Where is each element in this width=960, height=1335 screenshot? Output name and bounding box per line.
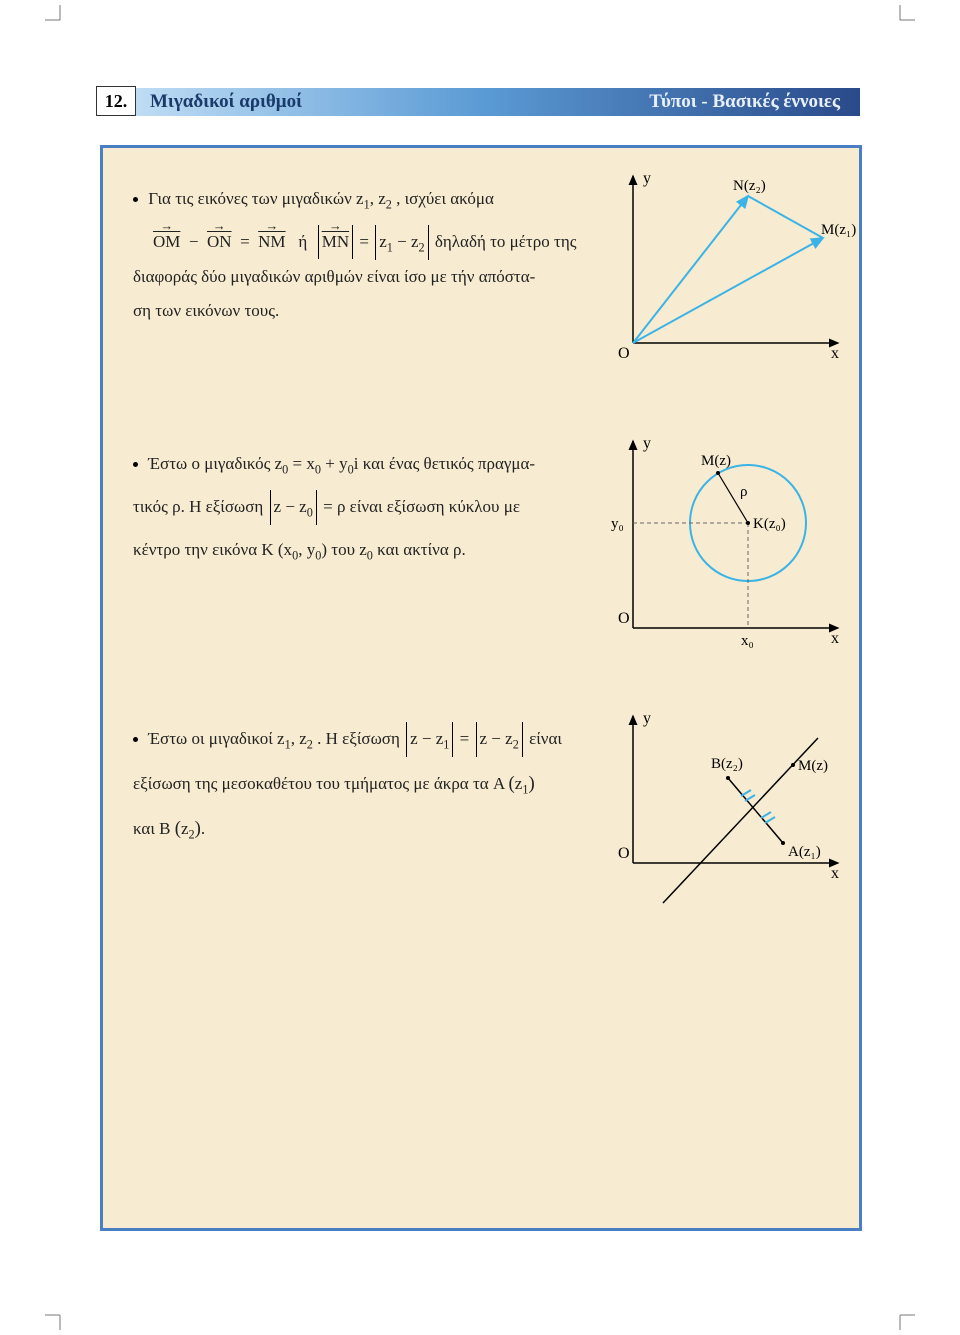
s1-tail: δηλαδή το μέτρο της (435, 232, 577, 251)
s3-zz1: z − z (410, 729, 443, 748)
s2-comma: , y (298, 540, 315, 559)
d2-x-label: x (831, 630, 839, 647)
content-box: Για τις εικόνες των μιγαδικών z1, z2 , ι… (100, 145, 862, 1231)
section-3: Έστω οι μιγαδικοί z1, z2 . Η εξίσωση z −… (103, 688, 859, 928)
s1-z2: − z (393, 232, 419, 251)
page-number: 12. (96, 86, 136, 116)
d2-m-label: M(z) (701, 453, 731, 469)
d3-o-label: O (618, 845, 630, 862)
d3-x-label: x (831, 865, 839, 882)
header-title-right: Τύποι - Βασικές έννοιες (649, 91, 840, 113)
d2-x0-label: x₀ (741, 633, 754, 649)
d1-o-label: O (618, 345, 630, 362)
d3-b-label: B(z₂) (711, 756, 743, 772)
s2-intro: Έστω ο μιγαδικός z (148, 454, 282, 473)
s2-itail: i και ένας θετικός πραγμα- (354, 454, 535, 473)
section-2-text: Έστω ο μιγαδικός z0 = x0 + y0i και ένας … (133, 433, 593, 643)
s2-eq1: = x (288, 454, 315, 473)
d2-y0-label: y₀ (611, 516, 624, 532)
diagram-2: y x O M(z) K(z₀) ρ y₀ x₀ (593, 433, 853, 643)
s2-paren: (x (278, 540, 292, 559)
d2-y-label: y (643, 435, 651, 452)
s3-dot: . Η εξίσωση (313, 729, 404, 748)
s3-zz2: z − z (480, 729, 513, 748)
d2-k-label: K(z₀) (753, 516, 786, 532)
s1-z12: , z (370, 189, 386, 208)
s3-z12: , z (291, 729, 307, 748)
d1-y-label: y (643, 170, 651, 187)
d3-y-label: y (643, 710, 651, 727)
s1-or: ή (298, 232, 307, 251)
d2-rho-label: ρ (740, 484, 748, 500)
d2-o-label: O (618, 610, 630, 627)
s1-eq: = (359, 232, 373, 251)
s2-zz0: z − z (274, 497, 307, 516)
s3-l2: εξίσωση της μεσοκαθέτου του τμήματος με … (133, 774, 504, 793)
page: 12. Μιγαδικοί αριθμοί Τύποι - Βασικές έν… (0, 0, 960, 1335)
s2-tail4: και ακτίνα ρ. (373, 540, 466, 559)
s2-eq2: = ρ είναι εξίσωση κύκλου με (323, 497, 520, 516)
bullet-icon (133, 197, 138, 202)
diagram-3-svg: y x O A(z₁) B(z₂) M(z) (593, 708, 853, 918)
d3-m-label: M(z) (798, 758, 828, 774)
d1-x-label: x (831, 345, 839, 362)
s1-intro: Για τις εικόνες των μιγαδικών z (148, 189, 363, 208)
s3-tail: είναι (529, 729, 562, 748)
s3-l3: και B (133, 819, 171, 838)
diagram-3: y x O A(z₁) B(z₂) M(z) (593, 708, 853, 918)
section-1-text: Για τις εικόνες των μιγαδικών z1, z2 , ι… (133, 168, 593, 378)
s1-z1: z (379, 232, 387, 251)
diagram-1-svg: y x O N(z₂) M(z₁) (593, 168, 853, 368)
s2-l3a: κέντρο την εικόνα K (133, 540, 274, 559)
section-3-text: Έστω οι μιγαδικοί z1, z2 . Η εξίσωση z −… (133, 708, 593, 918)
d1-m-label: M(z₁) (821, 222, 856, 238)
diagram-1: y x O N(z₂) M(z₁) (593, 168, 853, 378)
d1-n-label: N(z₂) (733, 178, 766, 194)
s2-paren2: ) (321, 540, 327, 559)
s2-plus: + y (321, 454, 348, 473)
d3-a-label: A(z₁) (788, 844, 821, 860)
s1-line3: διαφοράς δύο μιγαδικών αριθμών είναι ίσο… (133, 267, 535, 286)
section-2: Έστω ο μιγαδικός z0 = x0 + y0i και ένας … (103, 413, 859, 653)
header-bar: 12. Μιγαδικοί αριθμοί Τύποι - Βασικές έν… (100, 88, 860, 116)
section-1: Για τις εικόνες των μιγαδικών z1, z2 , ι… (103, 148, 859, 388)
s3-intro: Έστω οι μιγαδικοί z (148, 729, 284, 748)
diagram-2-svg: y x O M(z) K(z₀) ρ y₀ x₀ (593, 433, 853, 663)
s3-eq: = (460, 729, 474, 748)
s1-intro2: , ισχύει ακόμα (392, 189, 494, 208)
bullet-icon (133, 737, 138, 742)
bullet-icon (133, 462, 138, 467)
s2-tail3: του z (331, 540, 367, 559)
s1-line4: ση των εικόνων τους. (133, 301, 279, 320)
header-title-left: Μιγαδικοί αριθμοί (150, 91, 302, 113)
s2-l2a: τικός ρ. Η εξίσωση (133, 497, 268, 516)
